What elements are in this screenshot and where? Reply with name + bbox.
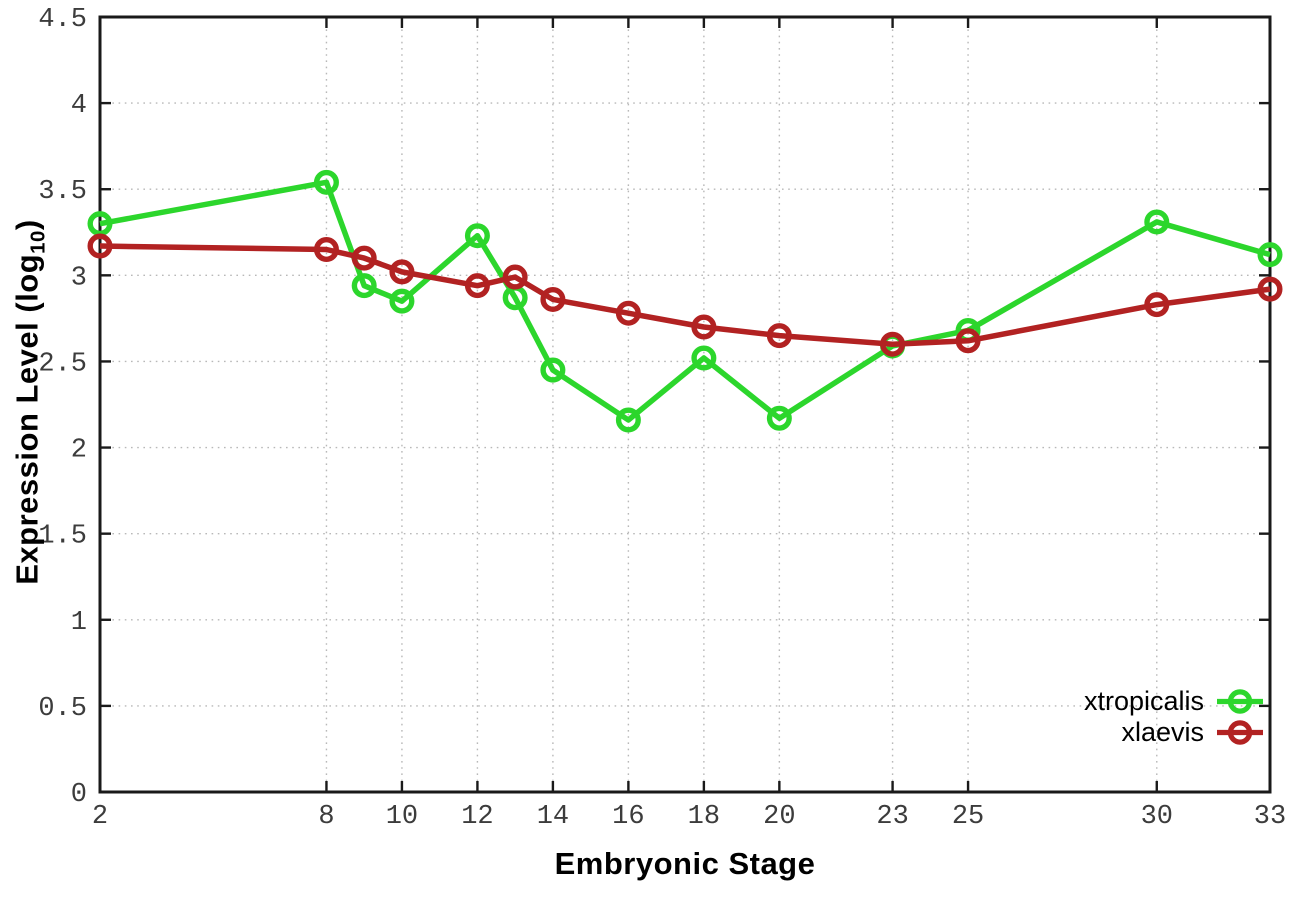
data-point-xlaevis (1257, 276, 1283, 302)
x-tick-label: 33 (1254, 802, 1286, 832)
y-tick-label: 3.5 (38, 177, 87, 207)
data-point-xtropicalis (313, 169, 339, 195)
x-tick-label: 12 (461, 802, 493, 832)
series-xtropicalis (87, 169, 1283, 433)
data-point-xtropicalis (389, 288, 415, 314)
x-tick-labels: 2 8 10 12 14 16 18 20 23 25 30 33 (92, 802, 1286, 832)
data-point-xlaevis (880, 331, 906, 357)
legend-marker-xtropicalis-icon (1217, 689, 1263, 714)
y-tick-label: 1.5 (38, 522, 87, 552)
x-tick-label: 16 (612, 802, 644, 832)
y-axis-title-text: Expression Level (log (9, 253, 45, 585)
data-point-xlaevis (766, 323, 792, 349)
data-point-xlaevis (955, 328, 981, 354)
y-tick-labels: 0 0.5 1 1.5 2 2.5 3 3.5 4 4.5 (38, 5, 87, 810)
data-point-xtropicalis (540, 357, 566, 383)
data-point-xlaevis (351, 245, 377, 271)
data-point-xtropicalis (87, 211, 113, 237)
legend-item-xlaevis: xlaevis (1084, 717, 1264, 748)
x-tick-label: 30 (1141, 802, 1173, 832)
y-tick-label: 3 (71, 263, 87, 293)
legend: xtropicalis xlaevis (1084, 686, 1264, 748)
data-point-xlaevis (464, 273, 490, 299)
y-tick-label: 0.5 (38, 694, 87, 724)
legend-marker-xlaevis-icon (1217, 720, 1263, 745)
gridlines (99, 16, 1271, 793)
y-tick-label: 4.5 (38, 5, 87, 35)
y-axis-title-close: ) (9, 219, 45, 231)
data-point-xtropicalis (1144, 209, 1170, 235)
data-point-xlaevis (691, 314, 717, 340)
legend-item-xtropicalis: xtropicalis (1084, 686, 1264, 717)
data-point-xtropicalis (615, 407, 641, 433)
y-axis-title-subscript: 10 (26, 230, 50, 254)
data-point-xlaevis (615, 300, 641, 326)
data-point-xtropicalis (351, 273, 377, 299)
plot-border (98, 15, 1272, 794)
data-point-xtropicalis (766, 405, 792, 431)
legend-label-xlaevis: xlaevis (1121, 717, 1204, 747)
data-point-xtropicalis (464, 223, 490, 249)
data-point-xlaevis (389, 259, 415, 285)
legend-label-xtropicalis: xtropicalis (1083, 686, 1204, 716)
tick-marks (98, 15, 1272, 794)
x-tick-label: 25 (952, 802, 984, 832)
y-tick-label: 2.5 (38, 349, 87, 379)
y-tick-label: 4 (71, 91, 87, 121)
series-line-xtropicalis (99, 179, 1271, 423)
x-tick-label: 2 (92, 802, 108, 832)
data-point-xlaevis (540, 286, 566, 312)
y-tick-label: 0 (71, 780, 87, 810)
data-point-xtropicalis (1257, 242, 1283, 268)
x-tick-label: 20 (763, 802, 795, 832)
x-tick-label: 14 (537, 802, 569, 832)
series-xlaevis (87, 233, 1283, 357)
data-point-xtropicalis (691, 345, 717, 371)
data-point-xlaevis (87, 233, 113, 259)
x-tick-label: 18 (688, 802, 720, 832)
data-point-xlaevis (313, 236, 339, 262)
series-line-xlaevis (99, 243, 1271, 347)
y-tick-label: 1 (71, 608, 87, 638)
x-tick-label: 23 (876, 802, 908, 832)
y-tick-label: 2 (71, 436, 87, 466)
x-axis-title: Embryonic Stage (554, 846, 816, 881)
data-point-xlaevis (502, 264, 528, 290)
x-tick-label: 8 (318, 802, 334, 832)
y-axis-title: Expression Level (log10) (9, 219, 50, 585)
data-point-xlaevis (1144, 292, 1170, 318)
x-tick-label: 10 (386, 802, 418, 832)
